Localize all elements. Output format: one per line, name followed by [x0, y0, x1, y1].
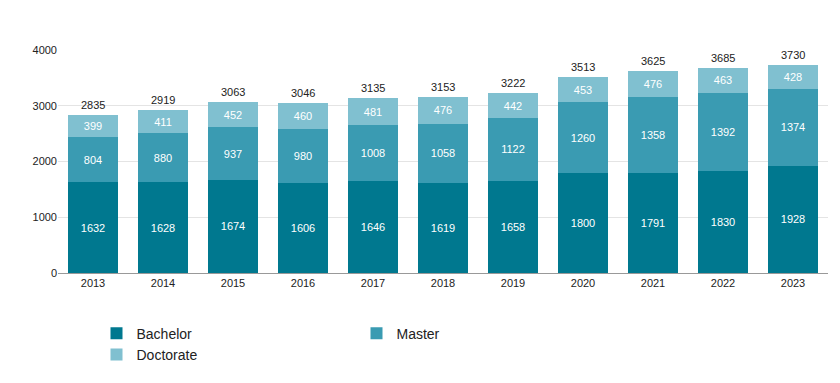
svg-text:4000: 4000 [33, 44, 57, 56]
svg-text:3000: 3000 [33, 100, 57, 112]
svg-text:1800: 1800 [571, 217, 595, 229]
svg-text:1632: 1632 [81, 222, 105, 234]
svg-text:1658: 1658 [501, 221, 525, 233]
svg-text:980: 980 [294, 150, 312, 162]
svg-text:Doctorate: Doctorate [137, 347, 198, 363]
svg-text:1358: 1358 [641, 129, 665, 141]
svg-text:411: 411 [154, 116, 172, 128]
svg-text:1392: 1392 [711, 126, 735, 138]
svg-text:2021: 2021 [641, 277, 665, 289]
svg-text:2023: 2023 [781, 277, 805, 289]
svg-text:2022: 2022 [711, 277, 735, 289]
svg-text:428: 428 [784, 71, 802, 83]
svg-text:880: 880 [154, 152, 172, 164]
svg-text:2000: 2000 [33, 155, 57, 167]
svg-text:2016: 2016 [291, 277, 315, 289]
svg-text:1606: 1606 [291, 222, 315, 234]
svg-text:3222: 3222 [501, 77, 525, 89]
svg-text:442: 442 [504, 100, 522, 112]
svg-text:1058: 1058 [431, 147, 455, 159]
svg-text:1008: 1008 [361, 147, 385, 159]
svg-text:Bachelor: Bachelor [137, 326, 193, 342]
svg-text:3513: 3513 [571, 61, 595, 73]
svg-text:2017: 2017 [361, 277, 385, 289]
svg-text:3730: 3730 [781, 49, 805, 61]
svg-text:1674: 1674 [221, 220, 245, 232]
svg-text:476: 476 [434, 104, 452, 116]
svg-text:3685: 3685 [711, 52, 735, 64]
svg-text:481: 481 [364, 106, 382, 118]
svg-text:1000: 1000 [33, 211, 57, 223]
svg-text:1928: 1928 [781, 213, 805, 225]
svg-text:804: 804 [84, 154, 102, 166]
svg-text:1628: 1628 [151, 222, 175, 234]
svg-text:2835: 2835 [81, 99, 105, 111]
svg-text:3063: 3063 [221, 86, 245, 98]
svg-text:452: 452 [224, 109, 242, 121]
svg-text:2015: 2015 [221, 277, 245, 289]
svg-text:460: 460 [294, 110, 312, 122]
svg-text:1260: 1260 [571, 132, 595, 144]
svg-text:2018: 2018 [431, 277, 455, 289]
svg-text:1122: 1122 [501, 143, 525, 155]
svg-text:2013: 2013 [81, 277, 105, 289]
svg-text:0: 0 [51, 267, 57, 279]
svg-text:463: 463 [714, 74, 732, 86]
svg-text:3135: 3135 [361, 82, 385, 94]
svg-text:1830: 1830 [711, 216, 735, 228]
svg-text:399: 399 [84, 120, 102, 132]
svg-text:1791: 1791 [641, 217, 665, 229]
svg-text:1646: 1646 [361, 221, 385, 233]
svg-text:2020: 2020 [571, 277, 595, 289]
svg-text:453: 453 [574, 84, 592, 96]
svg-text:1619: 1619 [431, 222, 455, 234]
svg-text:2019: 2019 [501, 277, 525, 289]
svg-text:1374: 1374 [781, 121, 805, 133]
svg-text:3625: 3625 [641, 55, 665, 67]
svg-text:2014: 2014 [151, 277, 175, 289]
svg-text:3153: 3153 [431, 81, 455, 93]
svg-text:476: 476 [644, 78, 662, 90]
svg-text:Master: Master [397, 326, 440, 342]
svg-text:3046: 3046 [291, 87, 315, 99]
svg-text:2919: 2919 [151, 94, 175, 106]
svg-text:937: 937 [224, 148, 242, 160]
